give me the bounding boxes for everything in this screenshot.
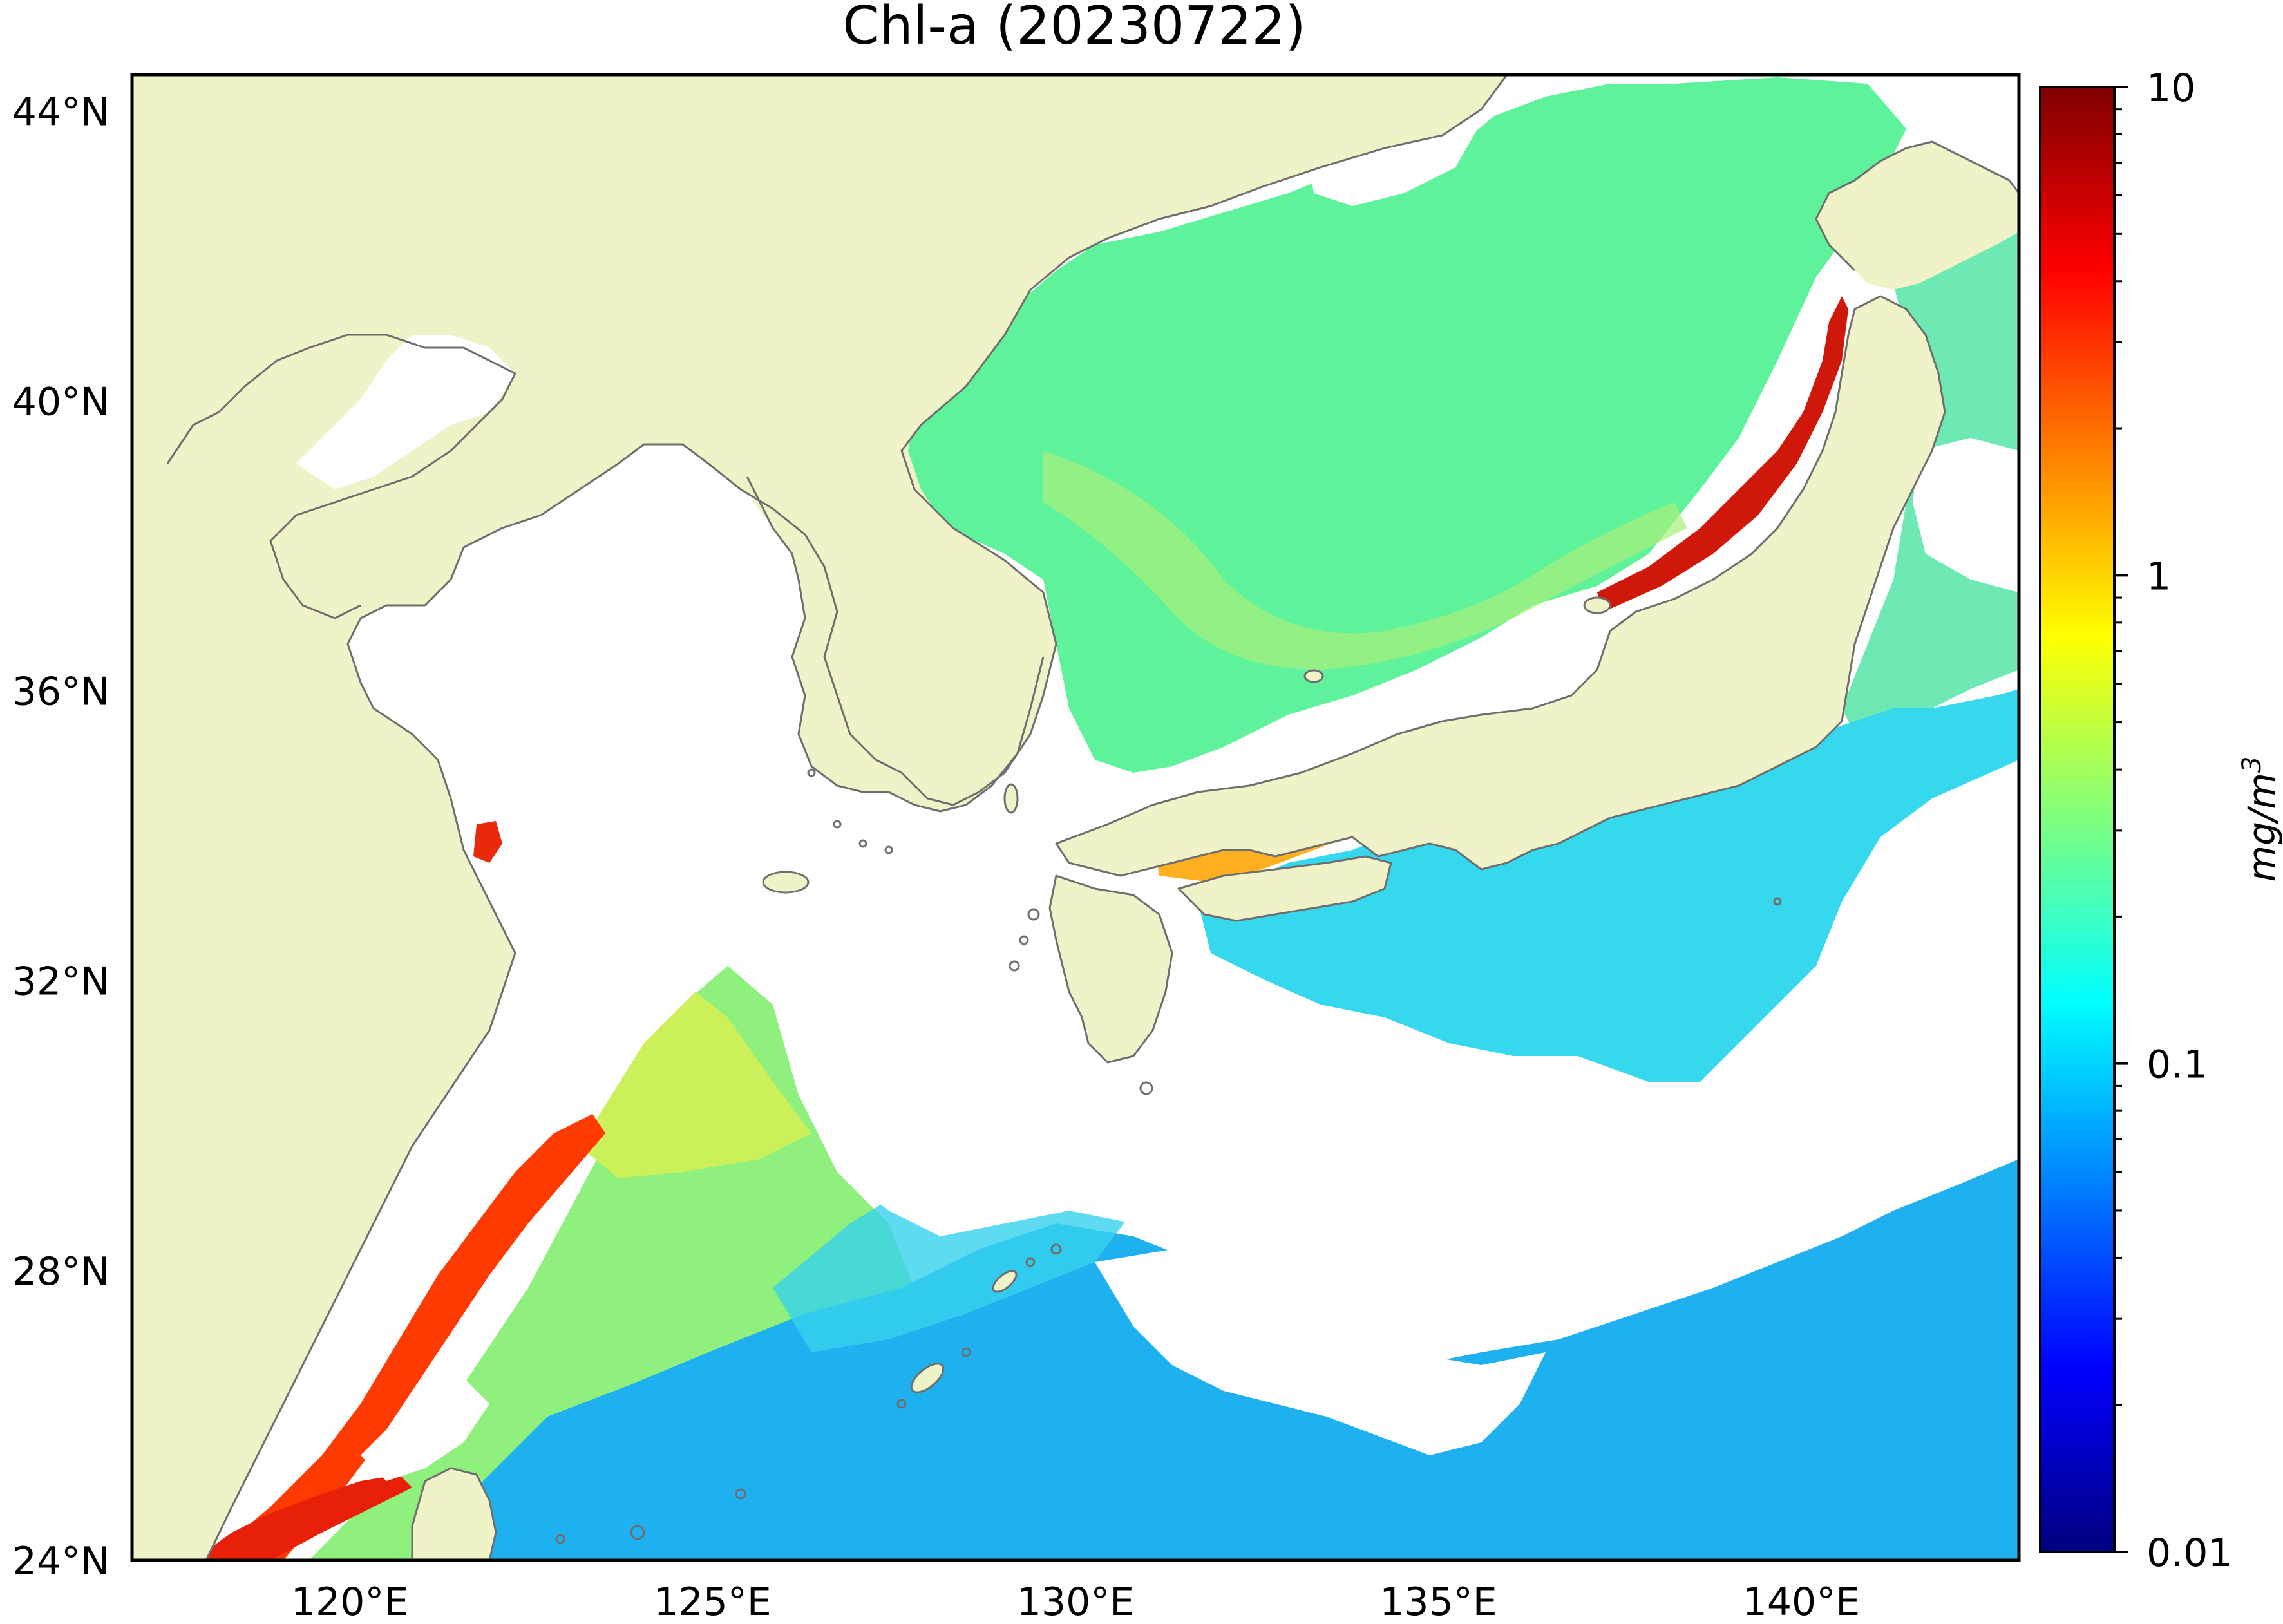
latitude-tick-label: 32°N [12, 959, 109, 1005]
land-japan-shikoku [1179, 856, 1391, 921]
land-sado-island [1584, 598, 1610, 613]
coastline-amami [992, 1270, 1018, 1293]
colorbar: 10 1 0.1 0.01 mg/m3 [2039, 66, 2283, 1576]
sea-of-japan-yellow-swirls [1043, 451, 1687, 670]
yellow-sea-high-chl-patch [473, 821, 502, 863]
pacific-south-japan-chl-field [1198, 689, 2019, 1082]
land-japan-honshu [1056, 296, 1945, 876]
china-coast-high-chl [206, 1114, 605, 1560]
cloud-region-southeast [1095, 1249, 1546, 1455]
island-dots [555, 768, 1782, 1544]
cloud-region-east-china-sea [773, 1005, 2019, 1352]
colorbar-gradient [2040, 87, 2114, 1552]
cloud-region-pacific-east [1913, 438, 2019, 592]
land-taiwan [412, 1468, 496, 1560]
land-jeju-island [763, 872, 808, 892]
coastline-korea [746, 476, 1045, 813]
map-panel [132, 75, 2019, 1560]
latitude-tick-label: 40°N [12, 379, 109, 424]
longitude-tick-label: 140°E [1743, 1580, 1860, 1624]
latitude-tick-label: 24°N [12, 1539, 109, 1584]
coastline-jeju [762, 871, 810, 894]
sea-of-japan-chl-field [902, 77, 1906, 773]
colorbar-tick-label: 0.1 [2146, 1043, 2208, 1088]
coastline-asia [205, 75, 1508, 1560]
land [132, 75, 2019, 1560]
colorbar-frame [2039, 86, 2116, 1553]
coastline-kyushu [1048, 874, 1173, 1064]
cloud-mask [361, 116, 2019, 1481]
land-asia-mainland [132, 75, 1507, 1560]
coastline-oki [1303, 669, 1324, 683]
coastlines [166, 75, 2019, 1560]
colorbar-minor-ticks [2114, 108, 2122, 1406]
land-korea-peninsula [741, 361, 1043, 811]
map-title: Chl-a (20230722) [842, 0, 1305, 57]
latitude-tick-label: 44°N [12, 90, 109, 135]
colorbar-tick-label: 10 [2146, 66, 2195, 111]
cloud-region-taiwan-east [361, 1378, 489, 1481]
taiwan-strait-high-chl [193, 1475, 412, 1560]
coastline-taiwan [411, 1467, 497, 1560]
coastline-sado [1583, 596, 1611, 614]
longitude-tick-label: 135°E [1379, 1580, 1497, 1624]
colorbar-ticks: 10 1 0.1 0.01 [2114, 66, 2233, 1576]
coastline-hokkaido [1815, 140, 2019, 272]
coastline-shikoku [1177, 855, 1392, 922]
land-okinawa-island [911, 1363, 943, 1393]
colorbar-unit-label: mg/m3 [2237, 757, 2283, 882]
coastline-okinawa [910, 1363, 945, 1393]
latitude-tick-label: 36°N [12, 670, 109, 715]
map-frame [130, 73, 2021, 1562]
land-japan-hokkaido [1816, 142, 2019, 290]
land-japan-kyushu [1050, 876, 1172, 1062]
colorbar-tick-label: 0.01 [2146, 1531, 2233, 1576]
land-amami-island [992, 1270, 1017, 1292]
land-tsushima-island [1005, 784, 1018, 813]
east-china-sea-yellow-core [580, 992, 811, 1178]
longitude-tick-label: 120°E [291, 1580, 408, 1624]
longitude-tick-label: 125°E [654, 1580, 771, 1624]
latitude-tick-labels: 44°N 40°N 36°N 32°N 28°N 24°N [12, 90, 109, 1584]
land-oki-island [1305, 670, 1323, 682]
japan-sea-coast-high-chl [1597, 296, 1848, 612]
coastline-bohai-liaodong [166, 334, 516, 619]
colorbar-tick-label: 1 [2146, 554, 2171, 599]
coastline-honshu [1055, 295, 1946, 877]
longitude-tick-labels: 120°E 125°E 130°E 135°E 140°E [291, 1580, 1860, 1624]
coastline-tsushima [1003, 783, 1019, 814]
longitude-tick-label: 130°E [1017, 1580, 1134, 1624]
chlorophyll-field [193, 77, 2019, 1560]
latitude-tick-label: 28°N [12, 1249, 109, 1294]
